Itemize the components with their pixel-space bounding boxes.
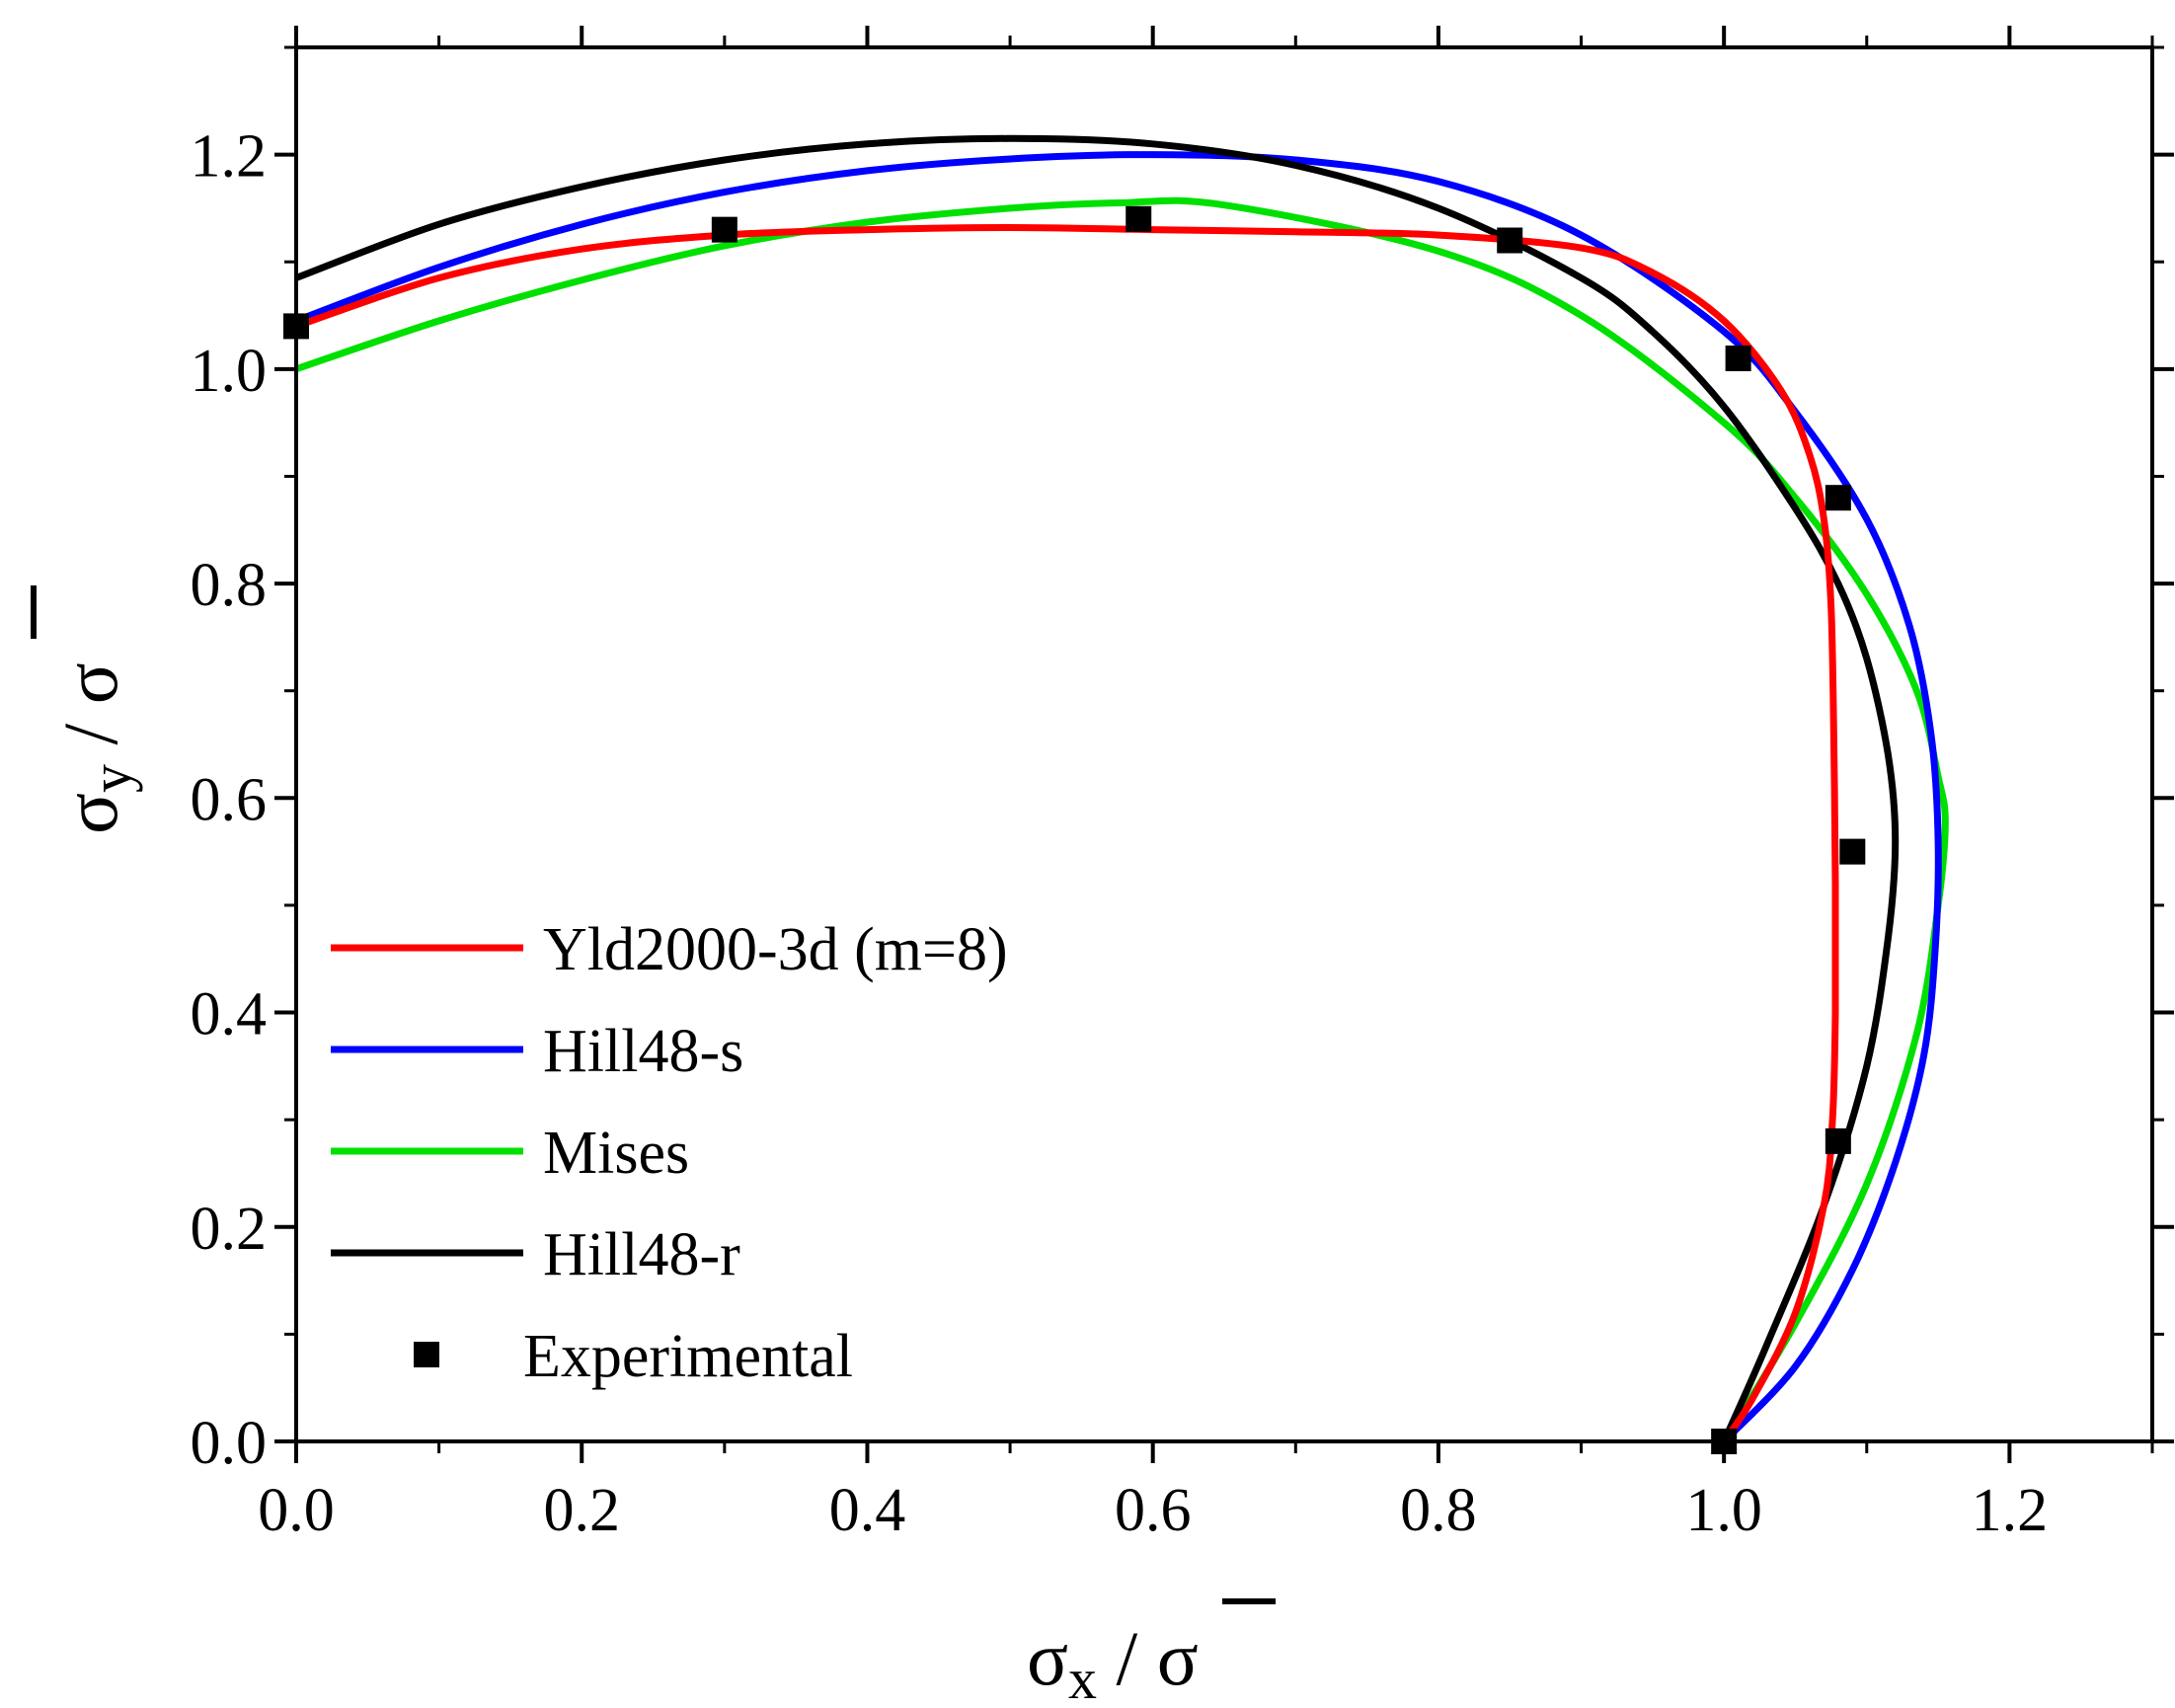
x-tick-label: 0.2 — [543, 1477, 620, 1544]
experimental-point — [711, 216, 738, 243]
legend-label-yld2000-3d-m-8: Yld2000-3d (m=8) — [543, 916, 1008, 983]
y-tick-label: 1.2 — [191, 123, 268, 191]
x-tick-label: 1.2 — [1972, 1477, 2049, 1544]
legend-label-mises: Mises — [543, 1120, 689, 1187]
plot-border — [294, 45, 2154, 1443]
x-tick-label: 0.6 — [1115, 1477, 1192, 1544]
legend-label-hill48-s: Hill48-s — [543, 1018, 743, 1085]
experimental-point — [1825, 485, 1851, 511]
y-tick-label: 0.2 — [191, 1196, 268, 1263]
axis-ticks: 0.0 0.2 0.4 0.6 0.8 1.0 1.2 0.0 0.2 0.4 0.6 0.8 1.0 1… — [191, 26, 2174, 1544]
x-axis-label-sigma: σ — [1027, 1615, 1068, 1701]
x-tick-label: 0.4 — [829, 1477, 906, 1544]
legend-swatch-experimental — [414, 1342, 439, 1367]
experimental-point — [1497, 227, 1523, 254]
svg-text:σy / σ: σy / σ — [47, 662, 143, 834]
series-line-hill48-r — [296, 134, 1900, 1441]
x-axis-label: σx / σ — [1027, 1598, 1276, 1708]
y-tick-label: 0.8 — [191, 552, 268, 619]
experimental-markers — [283, 205, 1866, 1454]
experimental-point — [1725, 345, 1751, 371]
y-tick-label: 0.6 — [191, 766, 268, 833]
x-tick-label: 0.0 — [258, 1477, 335, 1544]
x-tick-label: 0.8 — [1400, 1477, 1477, 1544]
y-axis-label-sigma: σ — [47, 793, 133, 834]
legend-label-experimental: Experimental — [523, 1323, 853, 1390]
series-line-hill48-s — [296, 151, 1942, 1441]
y-tick-label: 1.0 — [191, 338, 268, 405]
legend: Yld2000-3d (m=8) Hill48-s Mises Hill48-r Exp… — [331, 916, 1008, 1390]
y-tick-label: 0.4 — [191, 981, 268, 1048]
x-axis-label-subscript: x — [1068, 1647, 1097, 1708]
legend-label-hill48-r: Hill48-r — [543, 1221, 740, 1288]
experimental-point — [1126, 205, 1152, 232]
experimental-point — [1825, 1127, 1851, 1154]
experimental-point — [1839, 838, 1866, 865]
series-line-yld2000-3d-m-8 — [296, 224, 1839, 1441]
y-axis-label-separator: / — [47, 704, 133, 764]
x-tick-label: 1.0 — [1685, 1477, 1762, 1544]
series-line-mises — [296, 196, 1949, 1441]
y-axis-label-sigma-bar: σ — [47, 662, 133, 704]
y-axis-label-subscript: y — [79, 764, 143, 793]
y-tick-label: 0.0 — [191, 1410, 268, 1477]
y-axis-label: σy / σ — [31, 585, 143, 834]
svg-text:σx / σ: σx / σ — [1027, 1615, 1199, 1708]
series-layer — [296, 134, 1949, 1441]
plot-frame — [294, 45, 2154, 1443]
x-axis-label-sigma-bar: σ — [1157, 1615, 1199, 1701]
x-axis-label-separator: / — [1097, 1615, 1157, 1701]
